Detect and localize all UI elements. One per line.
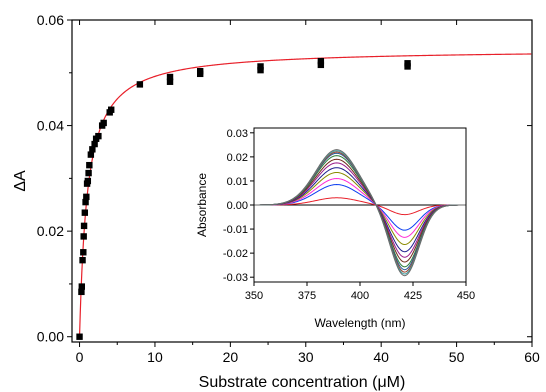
main-y-tick-label: 0.02 <box>37 223 64 239</box>
inset-axis-ticks: 350 375 400 425 450 -0.03 -0.02 -0.01 0.00 0.01 0.… <box>223 128 475 302</box>
main-data-point <box>108 106 115 113</box>
inset-x-tick-label: 425 <box>404 290 422 302</box>
main-data-point <box>257 63 264 70</box>
main-data-point <box>80 233 87 240</box>
main-data-point <box>82 198 89 206</box>
main-data-point <box>84 177 92 185</box>
main-data-point <box>78 288 85 296</box>
inset-y-tick-label: -0.03 <box>223 272 248 284</box>
main-data-point <box>257 66 264 74</box>
main-data-point <box>317 61 325 69</box>
main-data-point <box>80 249 87 256</box>
main-x-tick-label: 0 <box>76 349 84 365</box>
main-chart: 0 10 20 30 40 50 60 0.00 0.02 0.04 0.06 Substrate … <box>12 12 540 391</box>
main-data-point <box>78 283 86 290</box>
main-fit-curve <box>78 53 532 337</box>
main-y-tick-label: 0.04 <box>37 118 64 134</box>
inset-y-tick-label: 0.02 <box>227 152 248 164</box>
inset-y-tick-label: -0.01 <box>223 224 248 236</box>
inset-x-tick-label: 400 <box>351 290 369 302</box>
main-data-point <box>91 140 98 148</box>
main-x-tick-label: 20 <box>223 349 239 365</box>
main-x-tick-label: 50 <box>449 349 465 365</box>
main-data-point <box>100 119 107 127</box>
main-axis-ticks: 0 10 20 30 40 50 60 0.00 0.02 0.04 0.06 <box>37 12 540 365</box>
inset-x-tick-label: 450 <box>457 290 475 302</box>
main-fit-layer <box>78 53 532 337</box>
main-y-tick-label: 0.06 <box>37 12 64 28</box>
main-x-tick-label: 40 <box>373 349 389 365</box>
inset-x-tick-label: 350 <box>245 290 263 302</box>
main-plot-frame <box>71 19 533 343</box>
inset-y-axis-title: Absorbance <box>195 173 209 237</box>
main-x-tick-label: 10 <box>147 349 163 365</box>
main-data-points <box>76 57 411 340</box>
inset-y-tick-label: 0.01 <box>227 176 248 188</box>
main-x-tick-label: 60 <box>524 349 540 365</box>
main-data-point <box>80 222 88 230</box>
inset-spectrum-line <box>254 197 466 216</box>
main-data-point <box>81 209 89 216</box>
main-data-point <box>79 256 86 264</box>
inset-chart: 350 375 400 425 450 -0.03 -0.02 -0.01 0.00 0.01 0.… <box>195 127 475 330</box>
main-data-point <box>83 193 90 201</box>
main-data-point <box>404 60 411 67</box>
main-x-axis-title: Substrate concentration (μM) <box>199 374 406 391</box>
inset-spectra <box>253 149 467 277</box>
main-data-point <box>85 169 92 177</box>
main-data-point <box>95 132 102 140</box>
main-data-point <box>86 161 93 169</box>
main-data-point <box>76 333 83 340</box>
inset-x-axis-title: Wavelength (nm) <box>315 316 406 330</box>
inset-spectrum-line <box>253 149 466 277</box>
inset-x-tick-label: 375 <box>298 290 316 302</box>
inset-y-tick-label: -0.02 <box>223 248 248 260</box>
main-data-point <box>166 73 174 81</box>
main-data-point <box>166 78 174 85</box>
main-y-tick-label: 0.00 <box>37 329 64 345</box>
main-data-point <box>89 146 96 153</box>
main-data-point <box>136 81 144 88</box>
main-data-point <box>196 68 204 75</box>
main-y-axis-title: ΔA <box>12 170 29 192</box>
inset-y-tick-label: 0.03 <box>227 128 248 140</box>
main-data-point <box>317 57 325 65</box>
main-x-tick-label: 30 <box>298 349 314 365</box>
inset-y-tick-label: 0.00 <box>227 200 248 212</box>
main-data-point <box>87 151 95 158</box>
